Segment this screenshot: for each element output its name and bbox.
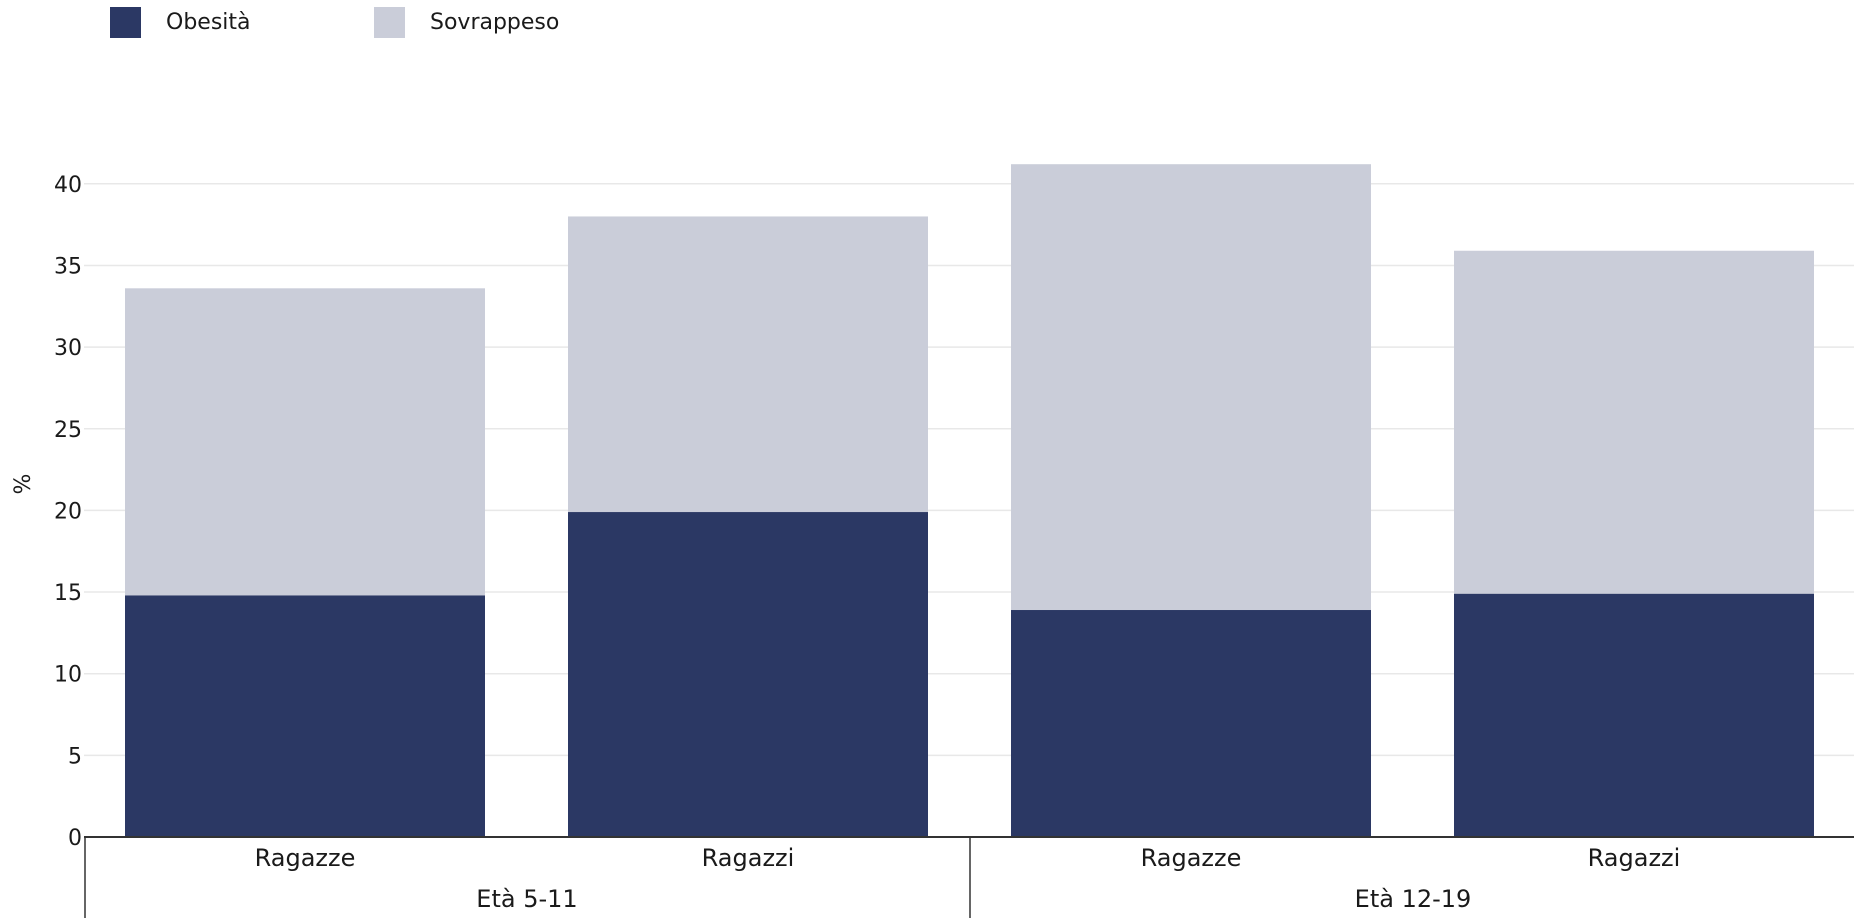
axes: 0 5 10 15 20 25 30 35 40 Ragazze Ragazzi Ragazze Rag… bbox=[54, 173, 1854, 918]
x-category-label: Ragazzi bbox=[1588, 844, 1681, 872]
y-tick-label: 15 bbox=[54, 581, 82, 606]
y-axis-label: % bbox=[11, 474, 36, 495]
legend-label-obesita: Obesità bbox=[166, 10, 251, 35]
y-tick-label: 30 bbox=[54, 336, 82, 361]
y-tick-label: 40 bbox=[54, 173, 82, 198]
bar-segment-sovrappeso[interactable] bbox=[1454, 250, 1814, 594]
x-category-label: Ragazzi bbox=[702, 844, 795, 872]
y-tick-label: 35 bbox=[54, 254, 82, 279]
bar-segment-obesita[interactable] bbox=[125, 595, 485, 837]
legend-swatch-sovrappeso bbox=[374, 7, 405, 38]
bar-segment-sovrappeso[interactable] bbox=[568, 216, 928, 513]
y-tick-label: 20 bbox=[54, 499, 82, 524]
bar-segment-obesita[interactable] bbox=[1011, 610, 1371, 837]
legend-label-sovrappeso: Sovrappeso bbox=[430, 10, 560, 35]
y-tick-label: 10 bbox=[54, 663, 82, 688]
bar-segment-obesita[interactable] bbox=[568, 512, 928, 837]
x-group-label: Età 5-11 bbox=[476, 885, 577, 913]
legend-swatch-obesita bbox=[110, 7, 141, 38]
y-tick-label: 0 bbox=[68, 826, 82, 851]
bar-segment-obesita[interactable] bbox=[1454, 593, 1814, 837]
x-group-label: Età 12-19 bbox=[1355, 885, 1472, 913]
y-tick-label: 25 bbox=[54, 418, 82, 443]
bars bbox=[125, 164, 1814, 837]
bar-segment-sovrappeso[interactable] bbox=[1011, 164, 1371, 611]
x-category-label: Ragazze bbox=[255, 844, 356, 872]
x-category-label: Ragazze bbox=[1141, 844, 1242, 872]
y-tick-label: 5 bbox=[68, 744, 82, 769]
bar-segment-sovrappeso[interactable] bbox=[125, 288, 485, 596]
